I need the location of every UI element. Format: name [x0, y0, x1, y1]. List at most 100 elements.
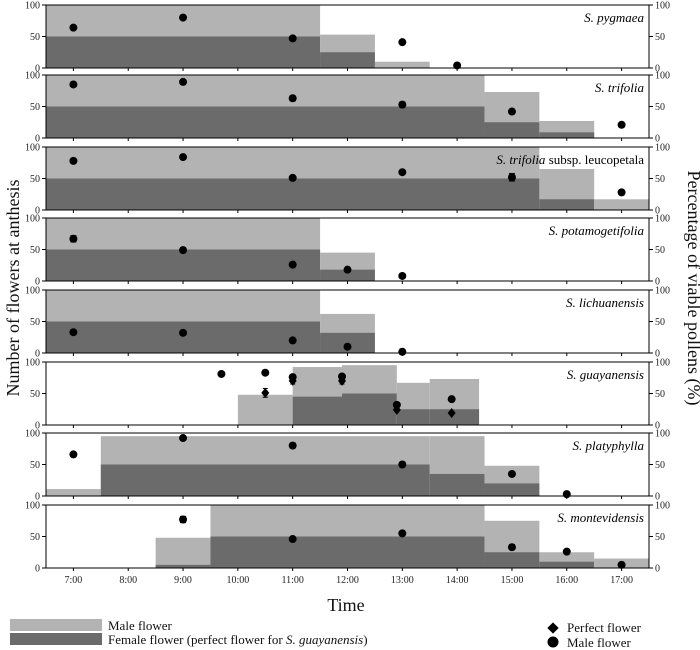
- y-tick-label-left: 50: [30, 32, 40, 43]
- legend-male-swatch: [10, 619, 102, 631]
- male-flower-point: [562, 490, 571, 499]
- y-tick-label-right: 50: [655, 460, 665, 471]
- y-tick-label-left: 0: [35, 421, 40, 432]
- male-flower-point: [392, 400, 401, 409]
- male-flower-point: [261, 368, 270, 377]
- species-name: S. potamogetifolia: [549, 223, 645, 238]
- male-flower-point: [179, 13, 188, 22]
- y-tick-label-right: 0: [655, 206, 660, 217]
- legend-female-swatch: [10, 633, 102, 645]
- perfect-flower-point: [261, 387, 270, 398]
- species-name: S. montevidensis: [557, 510, 644, 525]
- female-flower-bar: [46, 36, 321, 68]
- male-flower-point: [217, 369, 226, 378]
- legend-male-marker: [547, 636, 559, 648]
- legend-male-flower-label: Male flower: [108, 618, 173, 633]
- y-tick-label-right: 50: [655, 102, 665, 113]
- y-tick-label-right: 50: [655, 389, 665, 400]
- species-name: S. platyphylla: [573, 438, 645, 453]
- y-tick-label-left: 0: [35, 64, 40, 75]
- y-tick-label-right: 50: [655, 174, 665, 185]
- species-name: S. guayanensis: [567, 367, 644, 382]
- male-flower-point: [179, 328, 188, 337]
- y-tick-label-right: 0: [655, 421, 660, 432]
- male-flower-point: [398, 460, 407, 469]
- male-flower-point: [507, 173, 516, 182]
- legend-male-marker-label: Male flower: [567, 635, 632, 650]
- female-flower-bar: [342, 393, 397, 425]
- male-flower-bar: [374, 61, 430, 68]
- male-flower-point: [447, 395, 456, 404]
- male-flower-point: [288, 34, 297, 43]
- species-label: S. trifolia subsp. leucopetala: [496, 152, 644, 167]
- female-flower-bar: [320, 52, 375, 68]
- y-tick-label-left: 0: [35, 206, 40, 217]
- y-tick-label-right: 0: [655, 564, 660, 575]
- species-label: S. pygmaea: [584, 10, 644, 25]
- panel-7: 0 0 50 50 100 100 S. platyphylla: [25, 429, 670, 503]
- female-flower-bar: [100, 464, 430, 496]
- species-name: S. lichuanensis: [566, 295, 644, 310]
- y-tick-label-right: 100: [655, 214, 670, 225]
- y-tick-label-right: 0: [655, 134, 660, 145]
- y-tick-label-left: 0: [35, 564, 40, 575]
- y-tick-label-right: 100: [655, 71, 670, 82]
- male-flower-point: [617, 560, 626, 569]
- species-name: S. pygmaea: [584, 10, 644, 25]
- y-tick-label-right: 100: [655, 1, 670, 12]
- x-tick-label: 14:00: [446, 575, 469, 586]
- male-flower-point: [617, 120, 626, 129]
- male-flower-point: [453, 61, 462, 70]
- male-flower-point: [288, 173, 297, 182]
- female-flower-bar: [320, 269, 375, 281]
- male-flower-point: [398, 38, 407, 47]
- male-flower-point: [398, 271, 407, 280]
- species-name: S. trifolia: [496, 152, 546, 167]
- male-flower-point: [507, 469, 516, 478]
- y-tick-label-left: 50: [30, 317, 40, 328]
- x-tick-label: 17:00: [610, 575, 633, 586]
- y-tick-label-right: 50: [655, 532, 665, 543]
- male-flower-point: [179, 515, 188, 524]
- male-flower-point: [398, 347, 407, 356]
- male-flower-point: [343, 265, 352, 274]
- panel-4: 0 0 50 50 100 100 S. potamogetifolia: [25, 214, 670, 288]
- female-flower-bar: [210, 536, 485, 568]
- y-tick-label-right: 100: [655, 501, 670, 512]
- perfect-flower-point: [447, 408, 456, 419]
- panel-8: 0 0 50 50 100 100 S. montevidensis: [25, 501, 670, 575]
- male-flower-point: [69, 80, 78, 89]
- male-flower-point: [69, 23, 78, 32]
- species-label: S. montevidensis: [557, 510, 644, 525]
- legend: Male flower Female flower (perfect flowe…: [10, 618, 642, 650]
- female-flower-bar: [396, 409, 430, 425]
- male-flower-point: [288, 535, 297, 544]
- female-flower-bar: [46, 249, 321, 281]
- y-tick-label-right: 100: [655, 358, 670, 369]
- x-axis-title: Time: [327, 595, 364, 615]
- y-axis-title-left: Number of flowers at anthesis: [3, 180, 23, 397]
- x-tick-label: 13:00: [391, 575, 414, 586]
- species-label: S. trifolia: [595, 80, 645, 95]
- x-tick-label: 9:00: [174, 575, 192, 586]
- panels-layer: 0 0 50 50 100 100 S. pygmaea 0 0 50 50 100 100 S. tri…: [25, 1, 670, 587]
- y-tick-label-right: 50: [655, 317, 665, 328]
- y-tick-label-left: 0: [35, 277, 40, 288]
- y-tick-label-left: 50: [30, 102, 40, 113]
- x-tick-label: 8:00: [119, 575, 137, 586]
- female-flower-bar: [484, 483, 540, 496]
- y-tick-label-left: 100: [25, 429, 40, 440]
- female-flower-bar: [155, 564, 211, 568]
- male-flower-point: [288, 94, 297, 103]
- y-tick-label-left: 50: [30, 532, 40, 543]
- female-flower-bar: [484, 552, 540, 568]
- y-tick-label-right: 100: [655, 143, 670, 154]
- y-tick-label-left: 50: [30, 460, 40, 471]
- male-flower-point: [562, 547, 571, 556]
- male-flower-point: [179, 153, 188, 162]
- female-flower-bar: [46, 321, 321, 353]
- y-tick-label-right: 0: [655, 277, 660, 288]
- male-flower-point: [507, 543, 516, 552]
- x-tick-label: 16:00: [555, 575, 578, 586]
